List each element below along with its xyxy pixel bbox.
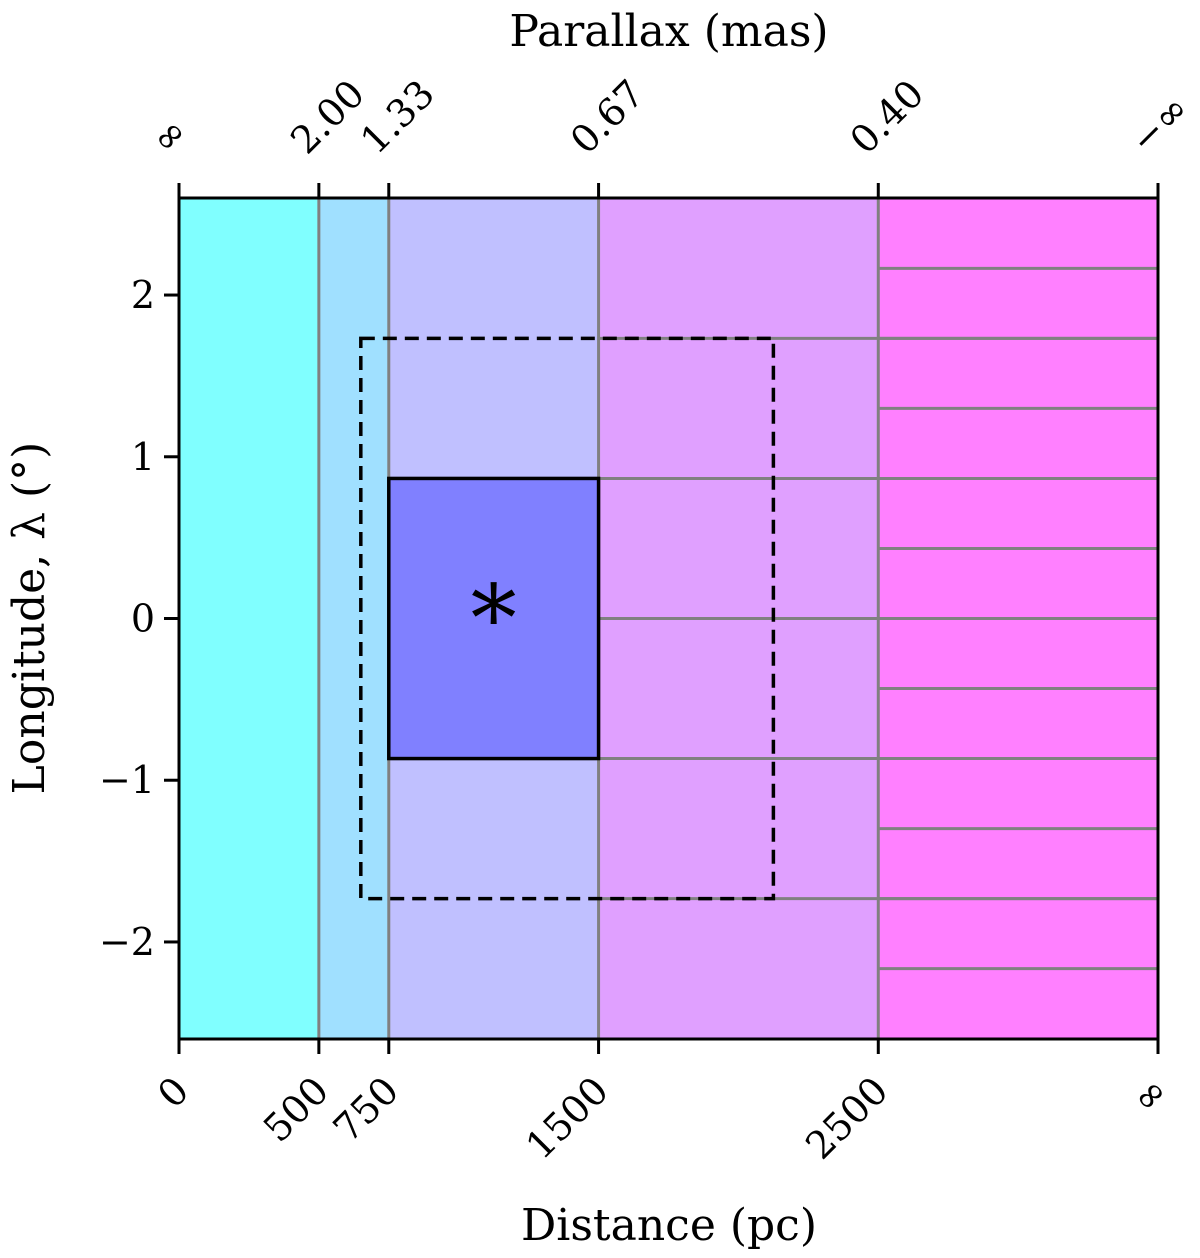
y-tick-label: 2: [131, 273, 155, 317]
band-0: [179, 198, 319, 1039]
y-tick-label: −2: [99, 920, 155, 964]
x-tick-label: ∞: [1123, 1068, 1176, 1121]
y-tick-label: −1: [99, 758, 155, 802]
highlight-cell: [388, 478, 599, 759]
x-tick-label: 500: [255, 1068, 337, 1150]
x-tick-label: 2500: [797, 1068, 897, 1168]
x-tick-label: 750: [325, 1068, 407, 1150]
x2-tick-label: −∞: [1121, 86, 1197, 162]
x-axis-title: Distance (pc): [521, 1200, 817, 1251]
y-axis-title: Longitude, λ (°): [4, 442, 55, 795]
x-tick-label: 0: [149, 1068, 197, 1116]
highlight-layer: [388, 478, 599, 759]
dashed-region: [359, 336, 776, 901]
x2-tick-label: 2.00: [282, 71, 373, 162]
y-tick-label: 1: [131, 435, 155, 479]
x2-tick-label: 1.33: [352, 71, 443, 162]
star-marker: ∗: [462, 547, 525, 654]
grid-layer: [317, 198, 1158, 1039]
y-tick-label: 0: [131, 597, 155, 641]
x-tick-label: 1500: [517, 1068, 617, 1168]
dashed-layer: [359, 336, 776, 901]
x2-tick-label: 0.40: [842, 71, 933, 162]
highlight-border: [387, 476, 601, 761]
band-1: [318, 198, 389, 1039]
ticks-layer: [164, 183, 1160, 1054]
x2-tick-label: ∞: [142, 109, 195, 162]
x2-axis-title: Parallax (mas): [509, 6, 828, 57]
x2-tick-label: 0.67: [562, 71, 653, 162]
marker-layer: ∗: [462, 547, 525, 654]
